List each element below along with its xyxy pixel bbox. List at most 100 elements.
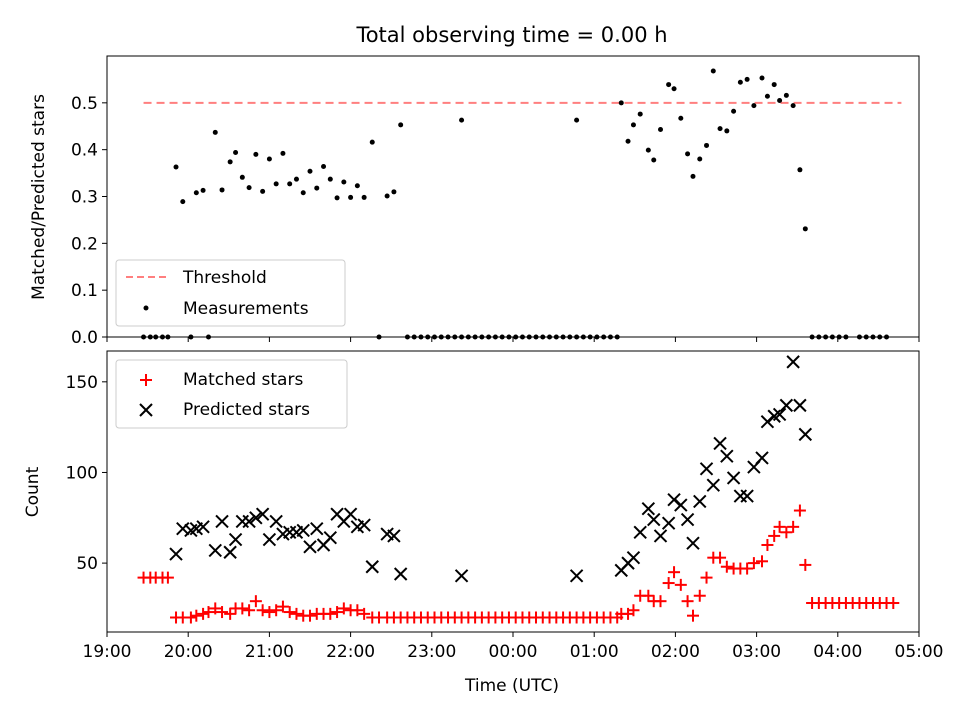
predicted-point xyxy=(196,520,210,534)
ratio-legend: Threshold Measurements xyxy=(115,259,346,327)
predicted-point xyxy=(653,529,668,543)
matched-point xyxy=(276,600,289,613)
x-tick-label: 21:00 xyxy=(245,642,294,662)
measurement-point xyxy=(759,75,765,81)
predicted-point xyxy=(228,532,243,547)
predicted-point xyxy=(208,543,222,558)
x-axis-label: Time (UTC) xyxy=(464,676,559,696)
predicted-point-b xyxy=(699,462,714,476)
matched-point xyxy=(290,607,303,620)
ratio-panel: 0.0 0.1 0.2 0.3 0.4 0.5 Matched/Predicted sta… xyxy=(29,55,920,348)
matched-point xyxy=(686,609,699,622)
x-tick-label: 20:00 xyxy=(164,642,213,662)
predicted-point-b xyxy=(343,507,358,521)
predicted-point xyxy=(647,512,661,527)
predicted-point-b xyxy=(661,516,676,530)
predicted-point-b xyxy=(720,449,734,463)
predicted-point-b xyxy=(686,536,700,550)
predicted-point xyxy=(626,550,641,565)
predicted-point xyxy=(387,529,401,543)
measurement-point xyxy=(300,190,306,196)
count-legend: Matched stars Predicted stars xyxy=(115,359,348,429)
measurement-point xyxy=(253,151,259,157)
x-tick-label: 03:00 xyxy=(732,642,781,662)
x-tick-label: 05:00 xyxy=(895,642,944,662)
predicted-point-b xyxy=(357,518,371,532)
measurement-point xyxy=(797,167,803,173)
legend-predicted-label: Predicted stars xyxy=(183,400,310,420)
count-y-tick-label: 100 xyxy=(66,463,98,483)
predicted-point xyxy=(793,398,807,413)
measurement-point xyxy=(777,97,783,103)
predicted-point xyxy=(706,478,721,492)
count-y-tick-label: 50 xyxy=(76,554,98,574)
measurement-point xyxy=(361,194,367,200)
matched-point xyxy=(256,604,269,617)
predicted-point xyxy=(303,540,317,554)
matched-point xyxy=(674,578,687,591)
matched-point xyxy=(720,560,733,573)
matched-point xyxy=(351,604,364,617)
predicted-point-b xyxy=(365,560,379,574)
predicted-point-b xyxy=(310,521,324,536)
predicted-point-b xyxy=(755,451,769,465)
predicted-point xyxy=(641,502,656,516)
matched-point xyxy=(780,526,793,539)
measurement-point xyxy=(459,117,465,123)
measurement-point xyxy=(751,103,757,109)
count-axes: 19:00 20:00 21:00 22:00 23:00 00:00 01:00 02:00… xyxy=(66,350,944,662)
matched-point xyxy=(337,602,350,615)
measurement-point xyxy=(398,122,404,128)
measurement-point xyxy=(233,149,239,155)
predicted-point-b xyxy=(296,523,310,538)
legend-predicted-swatch xyxy=(139,403,153,417)
matched-point xyxy=(224,607,237,620)
count-marks xyxy=(137,355,900,624)
measurement-point xyxy=(764,93,770,99)
x-tick-label: 02:00 xyxy=(651,642,700,662)
predicted-point-b xyxy=(393,567,408,581)
predicted-point-b xyxy=(242,514,256,529)
legend-frame xyxy=(115,259,346,327)
predicted-point-b xyxy=(693,494,707,509)
measurement-point xyxy=(685,151,691,157)
measurement-point xyxy=(710,68,716,74)
matched-point xyxy=(202,606,215,619)
count-panel: 19:00 20:00 21:00 22:00 23:00 00:00 01:00 02:00… xyxy=(23,350,944,696)
matched-point xyxy=(161,571,174,584)
x-tick-label: 23:00 xyxy=(407,642,456,662)
legend-predicted-marker-b xyxy=(139,403,153,417)
x-tick-label: 19:00 xyxy=(83,642,132,662)
predicted-point-b xyxy=(208,543,222,558)
measurement-point xyxy=(246,185,252,191)
matched-point xyxy=(693,589,706,602)
ratio-y-tick-label: 0.2 xyxy=(71,234,98,254)
matched-point xyxy=(747,557,760,570)
matched-point xyxy=(756,555,769,568)
predicted-point xyxy=(699,462,714,476)
matched-point xyxy=(358,607,371,620)
predicted-point xyxy=(215,514,229,529)
figure-title: Total observing time = 0.00 h xyxy=(355,23,667,47)
ratio-y-tick-label: 0.5 xyxy=(71,94,98,114)
matched-point xyxy=(249,595,262,608)
predicted-point-b xyxy=(793,398,807,413)
predicted-point-b xyxy=(255,507,270,521)
predicted-point xyxy=(786,355,800,369)
predicted-point-b xyxy=(779,398,794,413)
measurement-point xyxy=(384,193,390,199)
predicted-point xyxy=(720,449,734,463)
matched-point xyxy=(216,606,229,619)
predicted-point-b xyxy=(641,502,656,516)
matched-point xyxy=(681,595,694,608)
matched-point xyxy=(799,558,812,571)
measurement-point xyxy=(391,189,397,195)
x-tick-label: 04:00 xyxy=(813,642,862,662)
matched-point xyxy=(700,571,713,584)
measurement-point xyxy=(212,129,218,135)
measurement-point xyxy=(717,126,723,132)
predicted-point xyxy=(323,531,338,545)
matched-point xyxy=(209,602,222,615)
matched-point xyxy=(627,604,640,617)
legend-measurements-swatch xyxy=(143,305,149,311)
